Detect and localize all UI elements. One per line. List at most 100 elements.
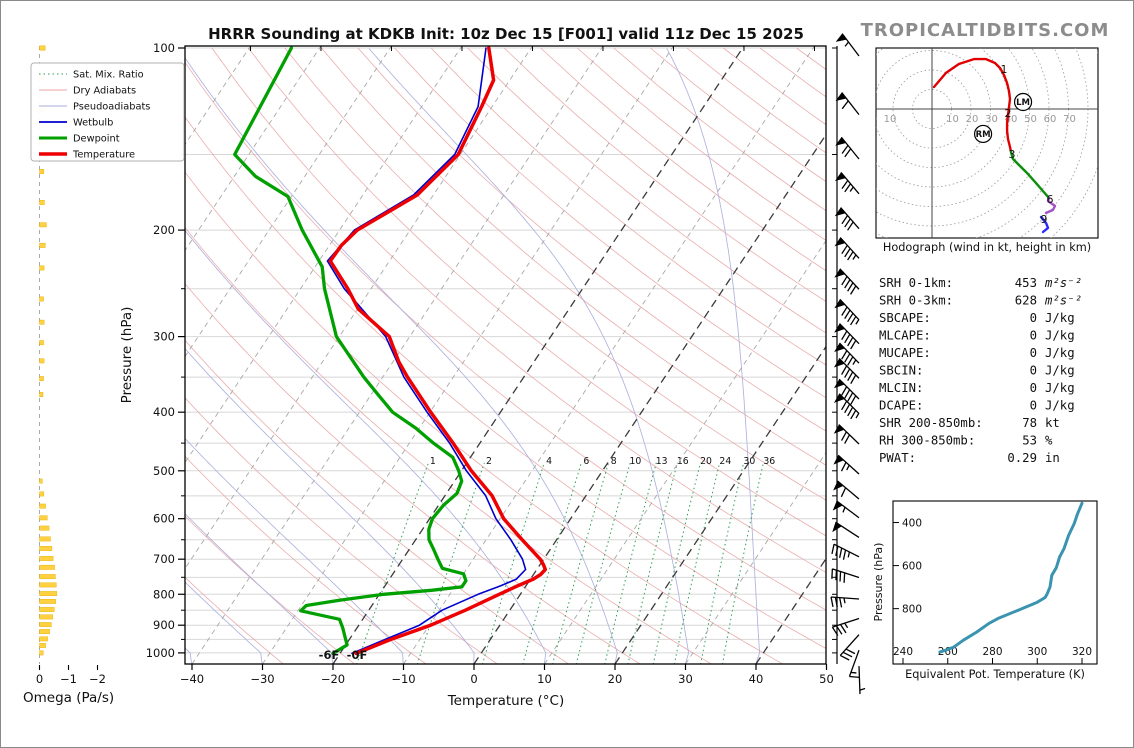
- tick-label: −20: [321, 672, 345, 686]
- surface-temp-f-label: -0F: [347, 648, 368, 662]
- tick-label: 200: [153, 223, 175, 237]
- stat-label: SRH 0-1km:: [879, 276, 953, 290]
- tick-label: 500: [153, 464, 175, 478]
- stat-label: PWAT:: [879, 451, 916, 465]
- stat-unit: J/kg: [1045, 399, 1075, 413]
- stat-label: SBCAPE:: [879, 311, 931, 325]
- stats-panel: SRH 0-1km: 453 m²s⁻² SRH 0-3km: 628 m²s⁻² SBCA…: [879, 276, 1082, 465]
- tick-label: 10: [630, 456, 642, 467]
- legend-item: Pseudoadiabats: [39, 102, 150, 113]
- legend-label: Wetbulb: [73, 118, 113, 129]
- stat-row: SBCIN: 0 J/kg: [879, 364, 1075, 378]
- hodograph-panel: 20 10 10 20 30 40 50 60 70 1 2 3 6 9 LM RM: [864, 47, 1099, 239]
- stat-label: SBCIN:: [879, 364, 923, 378]
- stat-label: SHR 200-850mb:: [879, 416, 983, 430]
- tick-label: 1: [430, 456, 436, 467]
- legend-item: Dewpoint: [39, 134, 120, 145]
- tick-label: 4: [546, 456, 552, 467]
- stat-unit: J/kg: [1045, 329, 1075, 343]
- stat-value: 0: [1030, 364, 1037, 378]
- stat-value: 0.29: [1007, 451, 1037, 465]
- tick-label: 320: [1072, 646, 1092, 658]
- skewt-legend: Sat. Mix. Ratio Dry Adiabats Pseudoadiabat…: [30, 62, 185, 162]
- stat-label: SRH 0-3km:: [879, 294, 953, 308]
- tick-label: 600: [153, 512, 175, 526]
- surface-dewpoint-f-label: -6F: [319, 648, 340, 662]
- tick-label: 30: [743, 456, 755, 467]
- tick-label: 1: [1000, 63, 1007, 76]
- tick-label: 800: [902, 604, 922, 616]
- stat-label: MLCAPE:: [879, 329, 931, 343]
- stat-value: 453: [1015, 276, 1037, 290]
- legend-label: Sat. Mix. Ratio: [73, 70, 144, 81]
- skewt-xaxis-label: Temperature (°C): [447, 693, 565, 709]
- tick-label: −1: [60, 672, 77, 686]
- tick-label: 900: [153, 618, 175, 632]
- stat-value: 0: [1030, 346, 1037, 360]
- stat-unit: kt: [1045, 416, 1060, 430]
- tick-label: 36: [763, 456, 775, 467]
- tick-label: 10: [537, 672, 552, 686]
- stat-value: 0: [1030, 399, 1037, 413]
- tick-label: 2: [1005, 107, 1012, 120]
- tick-label: 1000: [146, 646, 175, 660]
- tick-label: 0: [36, 672, 43, 686]
- stat-unit: J/kg: [1045, 381, 1075, 395]
- tick-label: 300: [153, 330, 175, 344]
- stat-unit: J/kg: [1045, 364, 1075, 378]
- hodograph-caption: Hodograph (wind in kt, height in km): [883, 241, 1091, 254]
- tick-label: RM: [976, 130, 991, 140]
- stat-row: MUCAPE: 0 J/kg: [879, 346, 1075, 360]
- tick-label: 600: [902, 561, 922, 573]
- tick-label: 6: [583, 456, 589, 467]
- stat-unit: in: [1045, 451, 1060, 465]
- stat-value: 628: [1015, 294, 1037, 308]
- skewt-yaxis-label: Pressure (hPa): [119, 307, 135, 404]
- tick-label: 9: [1040, 213, 1047, 226]
- stat-row: SHR 200-850mb: 78 kt: [879, 416, 1060, 430]
- tick-label: 100: [153, 41, 175, 55]
- legend-item: Wetbulb: [39, 118, 113, 129]
- tick-label: 16: [677, 456, 689, 467]
- tick-label: 10: [884, 114, 897, 125]
- skewt-background-lines: 1 2 4 6 8 10 13 16 20 24 30 36: [185, 46, 826, 664]
- stat-unit: %: [1045, 434, 1053, 448]
- legend-label: Dry Adiabats: [73, 86, 136, 97]
- tick-label: 0: [470, 672, 477, 686]
- skewt-sounding-curves: [233, 46, 548, 656]
- tick-label: −40: [180, 672, 204, 686]
- legend-label: Temperature: [72, 150, 135, 161]
- tick-label: −10: [391, 672, 415, 686]
- stat-label: RH 300-850mb:: [879, 434, 975, 448]
- legend-item: Dry Adiabats: [39, 86, 136, 97]
- tick-label: 20: [608, 672, 623, 686]
- stat-value: 0: [1030, 311, 1037, 325]
- stat-row: DCAPE: 0 J/kg: [879, 399, 1075, 413]
- stat-unit: m²s⁻²: [1044, 294, 1082, 308]
- tick-label: 40: [1005, 114, 1018, 125]
- stat-row: SRH 0-3km: 628 m²s⁻²: [879, 294, 1082, 308]
- tick-label: 60: [1044, 114, 1057, 125]
- legend-label: Dewpoint: [73, 134, 120, 145]
- stat-label: DCAPE:: [879, 399, 923, 413]
- legend-item: Sat. Mix. Ratio: [39, 70, 144, 81]
- tick-label: 70: [1063, 114, 1076, 125]
- theta-e-yaxis-label: Pressure (hPa): [872, 543, 885, 622]
- tick-label: 700: [153, 552, 175, 566]
- stat-unit: J/kg: [1045, 346, 1075, 360]
- tick-label: 20: [864, 114, 877, 125]
- tick-label: 40: [749, 672, 764, 686]
- tick-label: 400: [153, 405, 175, 419]
- stat-row: MLCIN: 0 J/kg: [879, 381, 1075, 395]
- tick-label: 20: [700, 456, 712, 467]
- tick-label: 24: [719, 456, 731, 467]
- stat-label: MLCIN:: [879, 381, 923, 395]
- stat-row: SBCAPE: 0 J/kg: [879, 311, 1075, 325]
- tick-label: 300: [1027, 646, 1047, 658]
- tick-label: 30: [678, 672, 693, 686]
- tick-label: 6: [1046, 193, 1053, 206]
- stat-value: 78: [1022, 416, 1037, 430]
- tick-label: 50: [1024, 114, 1037, 125]
- stat-unit: m²s⁻²: [1044, 276, 1082, 290]
